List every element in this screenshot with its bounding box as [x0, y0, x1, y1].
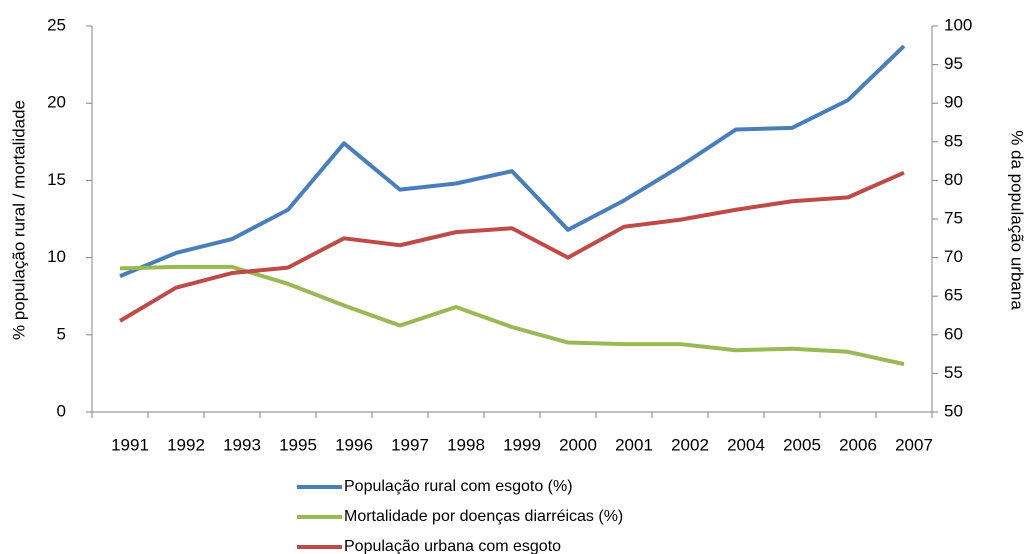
y2-axis-label: % da população urbana: [1008, 130, 1027, 310]
x-tick-label: 2000: [559, 435, 597, 454]
x-tick-label: 1993: [223, 435, 261, 454]
y2-tick-label: 85: [944, 131, 963, 150]
x-tick-label: 1992: [167, 435, 205, 454]
x-tick-label: 2002: [671, 435, 709, 454]
y2-tick-label: 95: [944, 54, 963, 73]
x-tick-label: 1998: [447, 435, 485, 454]
series-line: [118, 170, 905, 323]
y-tick-label: 25: [47, 15, 66, 34]
x-tick-label: 1995: [279, 435, 317, 454]
y-tick-label: 10: [47, 247, 66, 266]
y2-tick-label: 80: [944, 170, 963, 189]
legend-label: População rural com esgoto (%): [344, 478, 573, 495]
legend-label: População urbana com esgoto: [344, 538, 561, 554]
x-tick-label: 2004: [727, 435, 765, 454]
x-tick-label: 1997: [391, 435, 429, 454]
y2-tick-label: 55: [944, 363, 963, 382]
y-axis-label: % população rural / mortalidade: [9, 100, 28, 340]
y-tick-label: 15: [47, 170, 66, 189]
y-tick-label: 0: [57, 401, 66, 420]
y2-tick-label: 50: [944, 401, 963, 420]
y2-tick-label: 90: [944, 93, 963, 112]
y2-tick-label: 65: [944, 286, 963, 305]
y2-tick-label: 70: [944, 247, 963, 266]
x-tick-label: 1991: [111, 435, 149, 454]
y2-tick-label: 60: [944, 324, 963, 343]
y-tick-label: 5: [57, 324, 66, 343]
x-tick-label: 2007: [895, 435, 933, 454]
x-tick-label: 2005: [783, 435, 821, 454]
series-line: [119, 44, 906, 278]
y2-tick-label: 100: [944, 15, 972, 34]
x-tick-label: 2006: [839, 435, 877, 454]
legend-label: Mortalidade por doenças diarréicas (%): [344, 508, 623, 525]
x-tick-label: 1999: [503, 435, 541, 454]
y2-tick-label: 75: [944, 208, 963, 227]
x-tick-label: 2001: [615, 435, 653, 454]
x-tick-label: 1996: [335, 435, 373, 454]
y-tick-label: 20: [47, 93, 66, 112]
series-line: [119, 264, 905, 367]
